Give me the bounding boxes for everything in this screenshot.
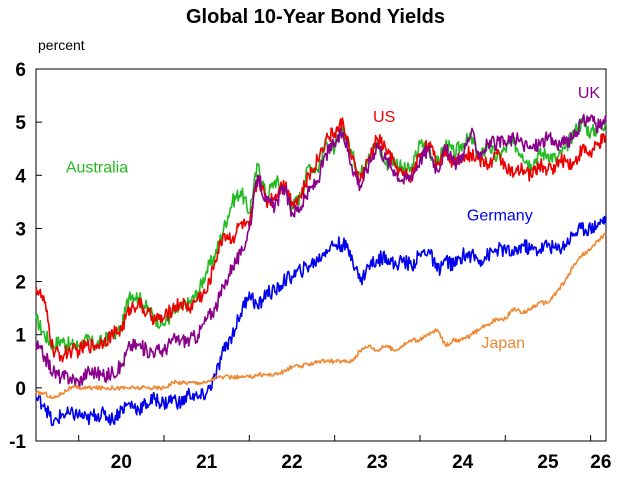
series-layer: [35, 113, 607, 427]
series-label-layer: Australia US UK Germany Japan: [66, 85, 601, 352]
x-tick-label: 24: [452, 452, 474, 473]
y-tick-label: 6: [15, 60, 26, 81]
series-label-us: US: [373, 109, 395, 126]
x-tick-label: 23: [367, 452, 388, 473]
series-label-germany: Germany: [467, 207, 533, 224]
y-tick-label: 0: [15, 379, 26, 400]
y-tick-label: 2: [15, 273, 26, 294]
y-tick-label: -1: [9, 432, 26, 453]
x-tick-label: 25: [537, 452, 559, 473]
series-label-uk: UK: [578, 85, 601, 102]
y-tick-label: 4: [15, 166, 26, 187]
plot-area-frame: [35, 68, 607, 442]
x-tick-label: 21: [196, 452, 218, 473]
series-line-uk: [35, 113, 607, 390]
series-label-australia: Australia: [66, 160, 128, 177]
y-tick-label: 5: [15, 113, 26, 134]
y-axis: -1 0 1 2 3 4 5 6: [9, 60, 42, 453]
series-line-japan: [35, 232, 607, 400]
series-label-japan: Japan: [481, 335, 525, 352]
y-axis-unit-label: percent: [38, 37, 85, 53]
y-tick-label: 1: [15, 326, 26, 347]
x-tick-label: 26: [590, 452, 611, 473]
x-tick-label: 20: [111, 452, 132, 473]
series-line-us: [35, 117, 607, 363]
chart-title: Global 10-Year Bond Yields: [186, 6, 445, 28]
series-line-australia: [35, 118, 607, 352]
x-axis: 20 21 22 23 24 25 26: [78, 435, 611, 473]
x-tick-label: 22: [281, 452, 302, 473]
y-tick-label: 3: [15, 219, 26, 240]
series-line-germany: [35, 215, 607, 427]
